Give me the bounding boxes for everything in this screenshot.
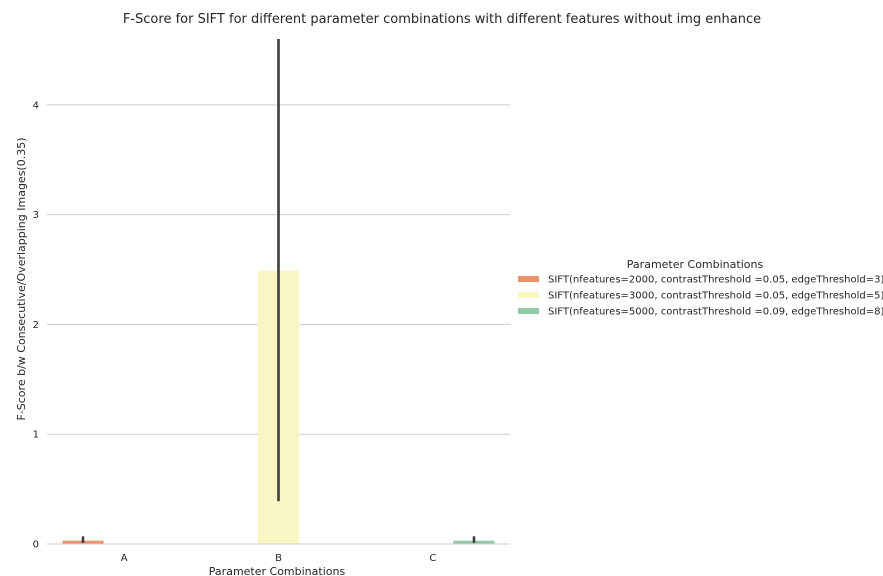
y-tick-label: 4	[33, 100, 39, 111]
legend-title: Parameter Combinations	[627, 258, 764, 271]
y-tick-label: 0	[33, 540, 39, 551]
y-tick-label: 2	[33, 320, 39, 331]
legend-entry: SIFT(nfeatures=3000, contrastThreshold =…	[548, 291, 883, 302]
y-axis-label: F-Score b/w Consecutive/Overlapping Imag…	[15, 137, 28, 420]
legend-entry: SIFT(nfeatures=5000, contrastThreshold =…	[548, 307, 883, 318]
legend: Parameter Combinations SIFT(nfeatures=20…	[518, 258, 883, 318]
x-tick-label: B	[275, 553, 282, 564]
x-tick-label: C	[429, 553, 436, 564]
y-tick-labels: 0 1 2 3 4	[33, 100, 39, 550]
legend-swatch	[518, 292, 539, 298]
error-bars	[81, 39, 476, 543]
y-tick-label: 1	[33, 430, 39, 441]
legend-entry: SIFT(nfeatures=2000, contrastThreshold =…	[548, 275, 883, 286]
x-tick-labels: A B C	[121, 553, 437, 564]
legend-swatch	[518, 308, 539, 314]
chart-title: F-Score for SIFT for different parameter…	[123, 12, 761, 27]
x-axis-label: Parameter Combinations	[209, 565, 346, 576]
x-tick-label: A	[121, 553, 128, 564]
legend-swatch	[518, 276, 539, 282]
y-tick-label: 3	[33, 210, 39, 221]
